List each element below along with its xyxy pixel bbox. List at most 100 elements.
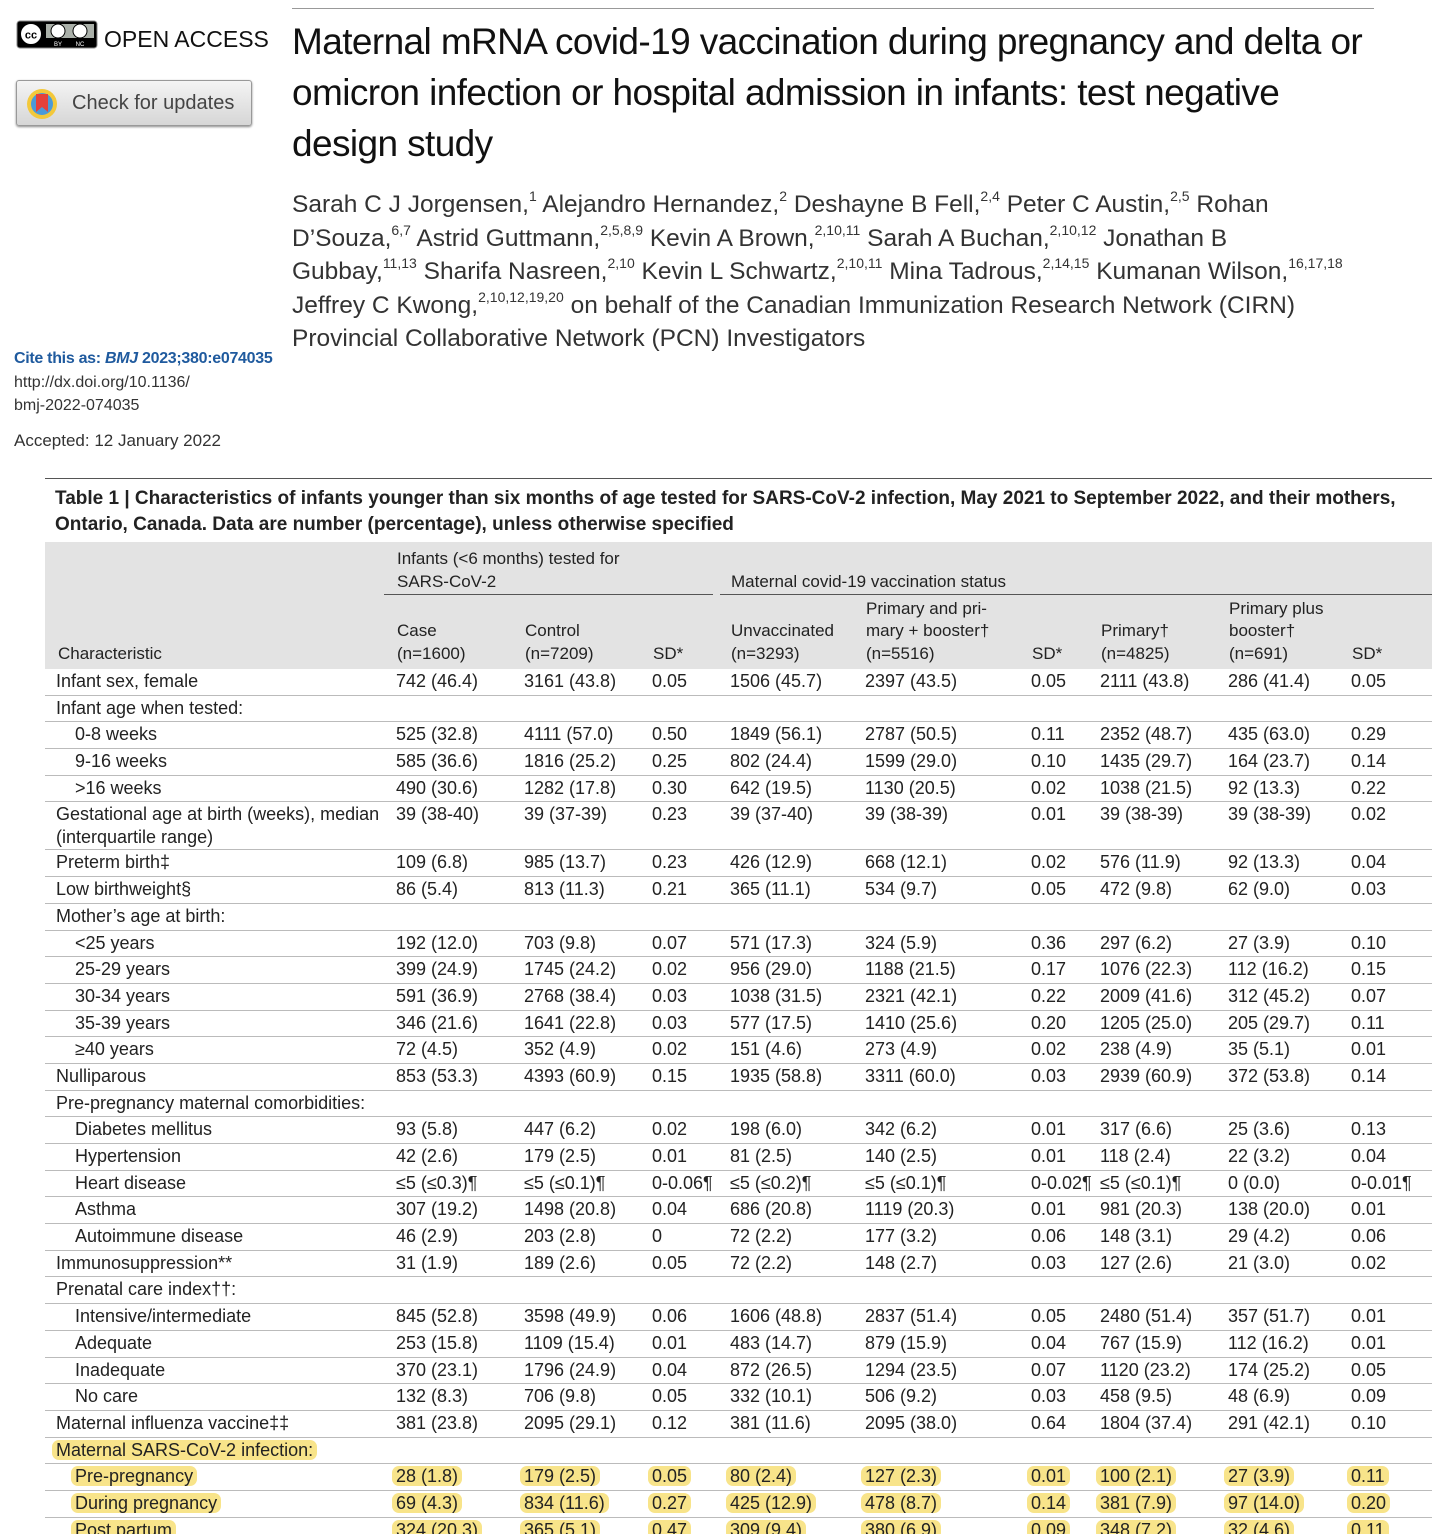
table-cell: 365 (11.1) (718, 878, 853, 901)
row-label: Mother’s age at birth: (56, 905, 226, 926)
column-header-line: (n=7209) (525, 643, 594, 663)
row-label-cell: Maternal influenza vaccine‡‡ (45, 1412, 384, 1435)
cell-value: 0.02 (1031, 777, 1067, 798)
cell-value: 0.10 (1351, 1412, 1387, 1433)
group-header: Infants (<6 months) tested for SARS-CoV-… (397, 549, 620, 591)
cell-value: 273 (4.9) (865, 1039, 938, 1060)
author-name: Mina Tadrous, (889, 258, 1043, 285)
table-cell: 0.20 (1019, 1012, 1088, 1035)
cell-value: 174 (25.2) (1228, 1359, 1311, 1380)
table-cell: 370 (23.1) (384, 1359, 512, 1382)
table-cell: 62 (9.0) (1216, 878, 1339, 901)
cell-value: 93 (5.8) (396, 1119, 459, 1140)
cell-value: 1498 (20.8) (524, 1199, 617, 1220)
table-cell: 0.11 (1019, 723, 1088, 746)
svg-text:NC: NC (76, 42, 85, 48)
cell-value: 0.01 (1031, 804, 1067, 825)
row-label-cell: Infant sex, female (45, 670, 384, 693)
table-cell: 0.03 (1339, 878, 1432, 901)
author-name: Peter C Austin, (1006, 191, 1171, 218)
cell-value: 0.11 (1347, 1466, 1389, 1487)
table-cell: 4111 (57.0) (512, 723, 640, 746)
table-row: Post partum 324 (20.3) 365 (5.1) 0.47 309 (9… (45, 1518, 1432, 1534)
cell-value: 2480 (51.4) (1100, 1306, 1193, 1327)
table-cell: 177 (3.2) (853, 1225, 1019, 1248)
cell-value: 92 (13.3) (1228, 852, 1301, 873)
table-cell: 0.47 (640, 1519, 718, 1534)
cell-value: 686 (20.8) (730, 1199, 813, 1220)
cell-value: 0.15 (1351, 959, 1387, 980)
table-cell: ≤5 (≤0.1)¶ (512, 1172, 640, 1195)
row-label: Hypertension (75, 1146, 182, 1166)
author-affiliation: 11,13 (382, 255, 417, 271)
table-cell: 29 (4.2) (1216, 1225, 1339, 1248)
row-label-cell: Asthma (45, 1198, 384, 1221)
row-label-cell: 0-8 weeks (45, 723, 384, 746)
column-header-line: booster† (1229, 621, 1296, 640)
table-cell: 0.02 (1019, 777, 1088, 800)
author-affiliation: 2 (779, 188, 788, 204)
table-cell: 2397 (43.5) (853, 670, 1019, 693)
cell-value: 46 (2.9) (396, 1226, 459, 1247)
table-row: Prenatal care index††: (45, 1277, 1432, 1305)
table-cell: 872 (26.5) (718, 1359, 853, 1382)
row-label: Autoimmune disease (75, 1226, 244, 1247)
cell-value: 69 (4.3) (392, 1492, 463, 1513)
table-cell: 0.02 (640, 958, 718, 981)
cell-value: 577 (17.5) (730, 1012, 813, 1033)
table-cell: 127 (2.6) (1088, 1252, 1216, 1275)
table-cell: 46 (2.9) (384, 1225, 512, 1248)
cell-value: 1282 (17.8) (524, 777, 617, 798)
cell-value: 0.05 (652, 1252, 688, 1273)
table-cell: 2095 (29.1) (512, 1412, 640, 1435)
table-cell: 238 (4.9) (1088, 1038, 1216, 1061)
cell-value: 4111 (57.0) (524, 724, 614, 745)
doi[interactable]: http://dx.doi.org/10.1136/ (14, 374, 190, 391)
cell-value: 472 (9.8) (1100, 879, 1173, 900)
table-cell: 127 (2.3) (853, 1465, 1019, 1488)
cell-value: 2095 (38.0) (865, 1412, 958, 1433)
table-row: During pregnancy 69 (4.3) 834 (11.6) 0.27 42… (45, 1491, 1432, 1518)
table-cell: 802 (24.4) (718, 750, 853, 773)
row-label-cell: No care (45, 1385, 384, 1408)
table-cell: 0.11 (1339, 1519, 1432, 1534)
table-cell: 0.14 (1339, 750, 1432, 773)
cell-value: 112 (16.2) (1228, 959, 1309, 980)
cell-value: 198 (6.0) (730, 1119, 803, 1140)
cell-value: 1038 (31.5) (730, 985, 823, 1006)
table-cell: 342 (6.2) (853, 1118, 1019, 1141)
group-rule (720, 594, 1432, 595)
table-cell: 668 (12.1) (853, 851, 1019, 874)
table-cell: 2768 (38.4) (512, 985, 640, 1008)
cell-value: 192 (12.0) (396, 932, 479, 953)
cell-value: 0.20 (1031, 1012, 1067, 1033)
table-cell: 879 (15.9) (853, 1332, 1019, 1355)
cell-value: 478 (8.7) (861, 1492, 942, 1513)
cell-value: 0.10 (1351, 932, 1387, 953)
column-header-line: (n=3293) (731, 643, 800, 663)
cell-value: 72 (2.2) (730, 1252, 793, 1273)
cell-value: 0.05 (1351, 1359, 1387, 1380)
table-cell: 381 (11.6) (718, 1412, 853, 1435)
cell-value: 39 (38-40) (396, 804, 480, 825)
table-cell: 591 (36.9) (384, 985, 512, 1008)
cell-value: 0.05 (1031, 879, 1067, 900)
doi[interactable]: bmj-2022-074035 (14, 397, 140, 414)
table-cell: 0 (640, 1225, 718, 1248)
table-cell: 0.05 (640, 1465, 718, 1488)
author-name: Jeffrey C Kwong, (292, 291, 479, 319)
cell-value: 985 (13.7) (524, 852, 607, 873)
table-cell: 0.03 (1019, 1065, 1088, 1088)
table-cell: 0.09 (1019, 1519, 1088, 1534)
table-cell: 703 (9.8) (512, 932, 640, 955)
table-cell: 0.05 (1339, 670, 1432, 693)
author-name: Astrid Guttmann, (416, 224, 601, 252)
cell-value: 28 (1.8) (392, 1466, 463, 1487)
row-label: Low birthweight§ (56, 879, 192, 900)
author-affiliation: 2,10,12 (1049, 221, 1097, 238)
table-cell: 767 (15.9) (1088, 1332, 1216, 1355)
cell-value: 0.27 (648, 1492, 692, 1513)
row-label: No care (75, 1386, 139, 1407)
check-updates-button[interactable]: Check for updates (16, 80, 252, 126)
table-cell: 132 (8.3) (384, 1385, 512, 1408)
